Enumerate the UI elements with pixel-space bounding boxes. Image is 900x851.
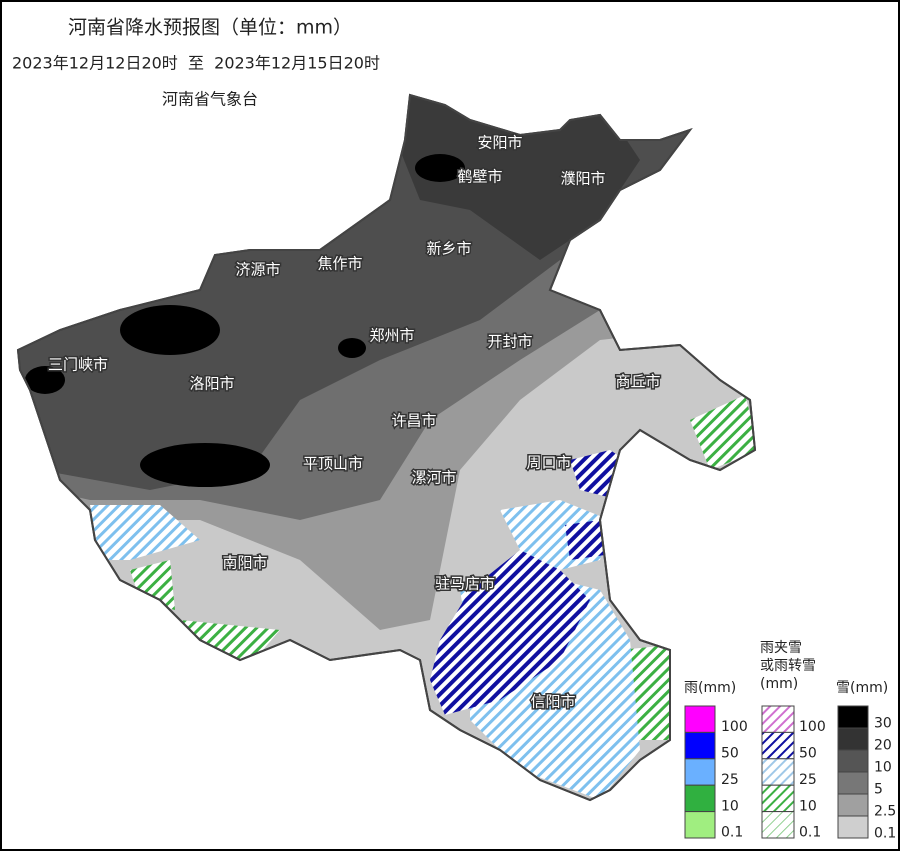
legend-swatch bbox=[837, 793, 869, 817]
legend-level: 100 bbox=[721, 719, 748, 735]
city-label: 信阳市 bbox=[530, 693, 575, 711]
legend-swatch bbox=[761, 784, 795, 813]
legend-swatch bbox=[837, 771, 869, 795]
city-label: 焦作市 bbox=[317, 255, 362, 273]
rain-50-area bbox=[430, 550, 590, 715]
legend-level: 10 bbox=[799, 798, 817, 814]
city-label: 漯河市 bbox=[411, 469, 456, 487]
city-label: 鹤壁市 bbox=[457, 168, 502, 186]
legend-level: 25 bbox=[799, 772, 817, 788]
legend-level: 10 bbox=[721, 798, 739, 814]
province-border bbox=[16, 93, 757, 802]
legend-swatch bbox=[684, 784, 716, 813]
legend-level: 0.1 bbox=[874, 826, 896, 842]
city-label: 许昌市 bbox=[391, 412, 436, 430]
legend-swatch bbox=[761, 811, 795, 839]
map-title: 河南省降水预报图（单位：mm） bbox=[68, 17, 352, 39]
city-label: 新乡市 bbox=[426, 240, 471, 258]
legend-level: 2.5 bbox=[874, 804, 896, 820]
snow-30 bbox=[338, 338, 366, 358]
city-label: 济源市 bbox=[235, 261, 280, 279]
legend-level: 20 bbox=[874, 738, 892, 754]
snow-20 bbox=[400, 95, 640, 260]
legend-level: 30 bbox=[874, 716, 892, 732]
city-label: 三门峡市 bbox=[48, 356, 108, 374]
rain-50-area bbox=[565, 520, 605, 560]
city-label: 洛阳市 bbox=[189, 375, 234, 393]
legend-level: 50 bbox=[799, 746, 817, 762]
snow-30 bbox=[25, 366, 65, 394]
legend-title: 雨夹雪 bbox=[760, 640, 802, 656]
city-label: 濮阳市 bbox=[560, 170, 605, 188]
legend-level: 10 bbox=[874, 760, 892, 776]
snow-30 bbox=[415, 154, 465, 182]
city-label: 郑州市 bbox=[369, 327, 414, 345]
city-label: 安阳市 bbox=[477, 134, 522, 152]
legend-swatch bbox=[684, 731, 716, 760]
legend-swatch bbox=[761, 731, 795, 760]
legend-title: 雪(mm) bbox=[836, 680, 888, 696]
city-label: 驻马店市 bbox=[435, 575, 495, 593]
issuer: 河南省气象台 bbox=[162, 90, 258, 109]
rain-25-area bbox=[90, 505, 200, 560]
legend-title: 雨(mm) bbox=[684, 680, 736, 696]
snow-30 bbox=[140, 443, 270, 487]
legend-level: 0.1 bbox=[721, 825, 743, 841]
city-label: 商丘市 bbox=[615, 373, 660, 391]
legend-level: 50 bbox=[721, 746, 739, 762]
city-label: 周口市 bbox=[526, 454, 571, 472]
legend-swatch bbox=[684, 811, 716, 839]
city-label: 开封市 bbox=[487, 333, 532, 351]
legend-swatch bbox=[684, 758, 716, 786]
city-label: 南阳市 bbox=[222, 554, 267, 572]
legend-swatch bbox=[761, 705, 795, 733]
legend-level: 0.1 bbox=[799, 825, 821, 841]
period: 2023年12月12日20时 至 2023年12月15日20时 bbox=[12, 54, 380, 73]
legend-swatch bbox=[837, 815, 869, 839]
legend-title: 或雨转雪 bbox=[760, 658, 816, 674]
city-label: 平顶山市 bbox=[303, 455, 363, 473]
legend-level: 25 bbox=[721, 772, 739, 788]
rain-10-area bbox=[690, 395, 755, 470]
legend-level: 5 bbox=[874, 782, 883, 798]
snow-30 bbox=[120, 305, 220, 355]
legend-swatch bbox=[837, 749, 869, 773]
legend-level: 100 bbox=[799, 719, 826, 735]
legend-swatch bbox=[837, 705, 869, 729]
legend-swatch bbox=[761, 758, 795, 786]
legend-swatch bbox=[837, 727, 869, 751]
legend-swatch bbox=[684, 705, 716, 733]
legend-title: (mm) bbox=[760, 676, 798, 692]
